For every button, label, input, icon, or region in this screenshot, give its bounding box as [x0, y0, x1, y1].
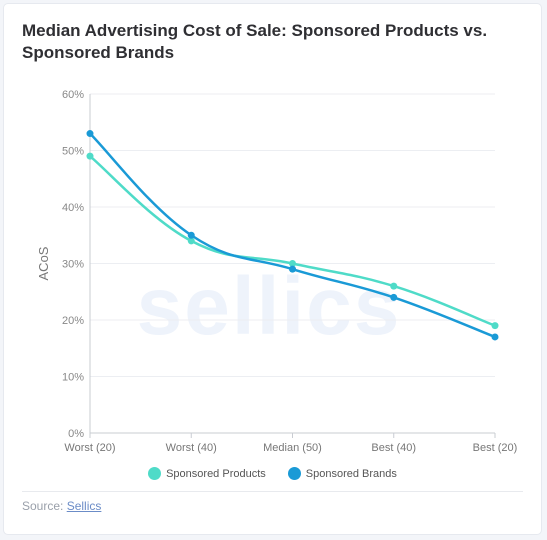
x-tick-label: Best (40): [371, 442, 416, 454]
chart-title: Median Advertising Cost of Sale: Sponsor…: [22, 21, 488, 62]
data-point[interactable]: [187, 231, 195, 239]
legend-label: Sponsored Products: [166, 467, 266, 480]
legend-swatch: [148, 467, 162, 480]
legend-swatch: [287, 467, 301, 480]
y-tick-label: 10%: [62, 372, 84, 384]
x-axis-ticks: Worst (20) Worst (40) Median (50) Best (40)…: [64, 433, 517, 454]
divider: [22, 491, 523, 492]
legend-item-sponsored-brands[interactable]: Sponsored Brands: [287, 467, 397, 480]
series-lines: [86, 130, 499, 341]
data-point[interactable]: [491, 322, 499, 330]
chart-card: Median Advertising Cost of Sale: Sponsor…: [4, 4, 541, 534]
y-tick-label: 60%: [62, 89, 84, 101]
x-tick-label: Worst (20): [64, 442, 115, 454]
x-tick-label: Median (50): [263, 442, 322, 454]
x-tick-label: Worst (40): [166, 442, 217, 454]
data-point[interactable]: [289, 260, 296, 267]
y-axis-ticks: 0% 10% 20% 30% 40% 50% 60%: [62, 89, 84, 440]
y-tick-label: 0%: [68, 428, 84, 440]
data-point[interactable]: [187, 237, 195, 245]
gridlines: [89, 93, 495, 434]
y-tick-label: 30%: [62, 259, 84, 271]
data-point[interactable]: [491, 333, 499, 341]
y-tick-label: 20%: [62, 315, 84, 327]
source-note: Source: Sellics: [22, 499, 101, 513]
data-point[interactable]: [390, 293, 398, 301]
y-tick-label: 50%: [62, 146, 84, 158]
legend-item-sponsored-products[interactable]: Sponsored Products: [148, 467, 266, 480]
data-point[interactable]: [86, 130, 94, 138]
x-tick-label: Best (20): [473, 442, 518, 454]
data-point[interactable]: [86, 152, 94, 160]
line-chart: sellics 0%10%20%30%40%50%60% Worst (20) W…: [36, 89, 517, 454]
watermark-logo: sellics: [137, 261, 402, 352]
series-sponsored-brands: [86, 130, 499, 341]
source-label: Source:: [22, 499, 64, 513]
legend-label: Sponsored Brands: [305, 467, 397, 480]
source-link[interactable]: Sellics: [66, 499, 102, 513]
y-axis-label: ACoS: [36, 246, 51, 280]
data-point[interactable]: [390, 282, 398, 290]
series-sponsored-products: [86, 152, 499, 330]
legend: Sponsored Products Sponsored Brands: [4, 467, 541, 480]
y-tick-label: 40%: [62, 202, 84, 214]
data-point[interactable]: [289, 265, 296, 273]
